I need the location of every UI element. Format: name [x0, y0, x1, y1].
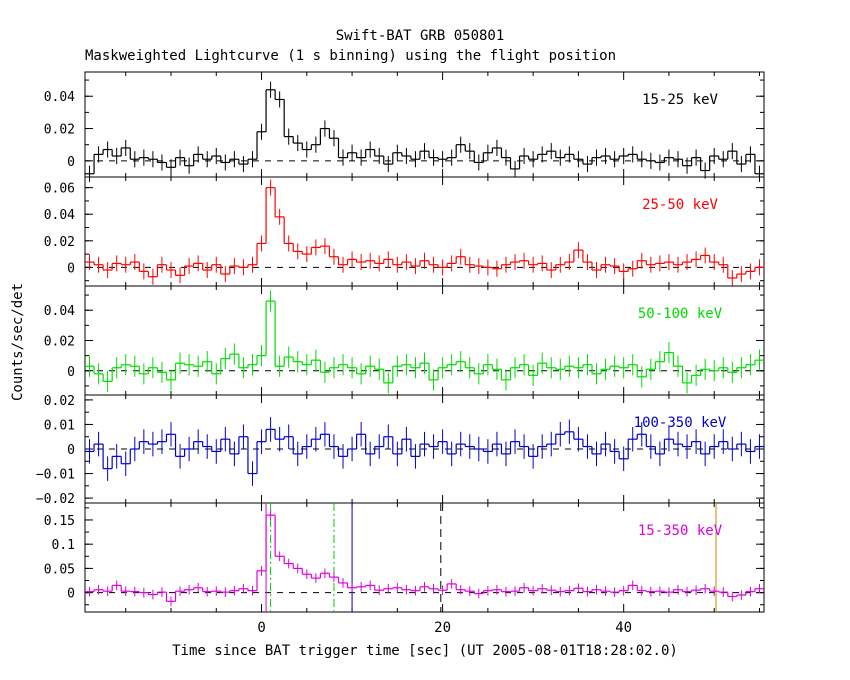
panel-label: 100-350 keV [634, 415, 727, 431]
y-tick-label: −0.02 [36, 492, 75, 507]
y-tick-label: 0 [67, 261, 75, 276]
x-tick-label: 0 [257, 620, 265, 636]
y-tick-label: 0.02 [44, 235, 75, 250]
y-tick-label: 0.04 [44, 90, 75, 105]
y-axis-label: Counts/sec/det [10, 283, 26, 401]
panel-frame [84, 176, 765, 287]
chart-subtitle: Maskweighted Lightcurve (1 s binning) us… [85, 48, 616, 64]
x-axis-label: Time since BAT trigger time [sec] (UT 20… [172, 643, 678, 659]
y-tick-label: 0.1 [52, 538, 75, 553]
y-tick-label: 0.05 [44, 562, 75, 577]
y-tick-label: 0.06 [44, 182, 75, 197]
y-tick-label: 0 [67, 443, 75, 458]
panel-2: 0 0.02 0.04 50-100 keV [44, 285, 765, 396]
panel-frame [84, 285, 765, 396]
y-tick-label: 0.01 [44, 418, 75, 433]
x-tick-label: 20 [434, 620, 451, 636]
panel-1: 0 0.02 0.04 0.06 25-50 keV [44, 176, 765, 287]
y-tick-label: −0.01 [36, 468, 75, 483]
y-tick-label: 0 [67, 155, 75, 170]
panel-4: 0 0.05 0.1 0.15 15-350 keV [44, 502, 765, 613]
panel-label: 50-100 keV [638, 306, 723, 322]
y-tick-label: 0.02 [44, 394, 75, 409]
chart-title: Swift-BAT GRB 050801 [336, 28, 505, 44]
y-tick-label: 0 [67, 365, 75, 380]
panel-label: 25-50 keV [642, 197, 718, 213]
panel-3: −0.02 −0.01 0 0.01 0.02 100-350 keV [36, 394, 765, 507]
panels-group: 0 0.02 0.04 15-25 keV 0 0.02 0.04 0.06 25-50 keV… [36, 71, 765, 636]
panel-0: 0 0.02 0.04 15-25 keV [44, 71, 765, 182]
panel-frame [84, 502, 765, 613]
y-tick-label: 0 [67, 587, 75, 602]
panel-label: 15-350 keV [638, 523, 723, 539]
y-tick-label: 0.04 [44, 304, 75, 319]
y-tick-label: 0.04 [44, 208, 75, 223]
panel-label: 15-25 keV [642, 92, 718, 108]
y-tick-label: 0.02 [44, 335, 75, 350]
y-tick-label: 0.15 [44, 514, 75, 529]
y-tick-label: 0.02 [44, 123, 75, 138]
x-tick-label: 40 [615, 620, 632, 636]
